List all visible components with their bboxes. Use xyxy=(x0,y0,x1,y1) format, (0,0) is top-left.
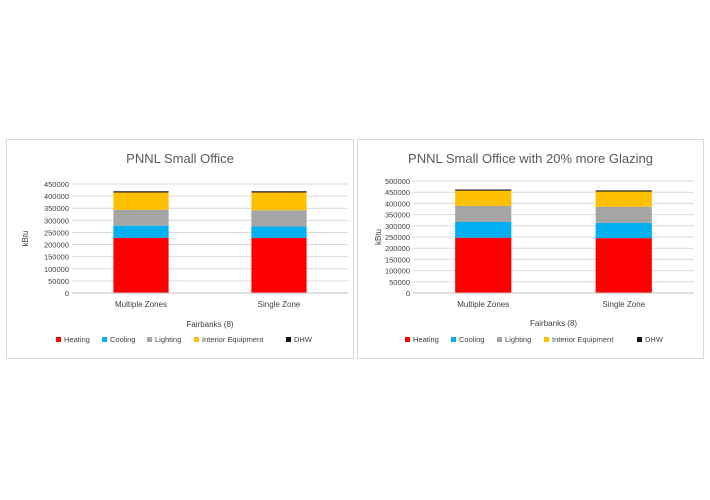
x-category-label: Multiple Zones xyxy=(115,300,167,309)
x-category-label: Multiple Zones xyxy=(457,300,509,309)
y-tick-label: 500000 xyxy=(385,177,410,186)
y-tick-label: 150000 xyxy=(44,253,69,262)
legend-label: Heating xyxy=(413,335,439,344)
legend-label: Cooling xyxy=(110,335,135,344)
chart-panel-small-office-more-glazing: PNNL Small Office with 20% more Glazing 0… xyxy=(357,139,704,359)
legend-label: Interior Equipment xyxy=(552,335,614,344)
y-tick-label: 150000 xyxy=(385,255,410,264)
legend-swatch xyxy=(56,337,61,342)
legend-swatch xyxy=(637,337,642,342)
y-tick-label: 350000 xyxy=(44,204,69,213)
legend-label: Lighting xyxy=(155,335,181,344)
y-tick-label: 250000 xyxy=(385,233,410,242)
bar-segment-cooling xyxy=(113,225,169,238)
legend-label: Interior Equipment xyxy=(202,335,264,344)
y-tick-label: 350000 xyxy=(385,211,410,220)
legend-swatch xyxy=(194,337,199,342)
legend-label: Cooling xyxy=(459,335,484,344)
bar-segment-lighting xyxy=(455,205,512,222)
legend-swatch xyxy=(405,337,410,342)
y-tick-label: 400000 xyxy=(385,199,410,208)
y-tick-label: 50000 xyxy=(389,278,410,287)
chart-title: PNNL Small Office with 20% more Glazing xyxy=(408,151,653,166)
bar-segment-dhw xyxy=(251,191,307,193)
legend-label: Heating xyxy=(64,335,90,344)
bar-segment-cooling xyxy=(595,222,652,239)
bar-segment-cooling xyxy=(455,221,512,238)
legend-swatch xyxy=(102,337,107,342)
x-category-label: Single Zone xyxy=(602,300,645,309)
bar-segment-cooling xyxy=(251,226,307,238)
bar-segment-heating xyxy=(113,237,169,293)
legend-label: DHW xyxy=(645,335,664,344)
legend-label: Lighting xyxy=(505,335,531,344)
bar-segment-interior-equipment xyxy=(595,191,652,207)
y-tick-label: 0 xyxy=(406,289,410,298)
y-tick-label: 300000 xyxy=(44,216,69,225)
y-axis-label: kBtu xyxy=(21,230,30,246)
legend-swatch xyxy=(451,337,456,342)
y-tick-label: 450000 xyxy=(44,180,69,189)
bar-segment-interior-equipment xyxy=(251,192,307,211)
y-tick-label: 100000 xyxy=(385,267,410,276)
bar-segment-dhw xyxy=(595,190,652,192)
bar-segment-dhw xyxy=(455,189,512,191)
bar-segment-heating xyxy=(595,238,652,293)
y-tick-label: 450000 xyxy=(385,188,410,197)
bar-segment-interior-equipment xyxy=(113,192,169,210)
legend-swatch xyxy=(544,337,549,342)
y-tick-label: 50000 xyxy=(48,277,69,286)
y-axis-label: kBtu xyxy=(374,229,383,245)
y-tick-label: 0 xyxy=(65,289,69,298)
y-tick-label: 250000 xyxy=(44,228,69,237)
legend-swatch xyxy=(286,337,291,342)
bar-segment-interior-equipment xyxy=(455,190,512,206)
y-tick-label: 100000 xyxy=(44,265,69,274)
legend-swatch xyxy=(497,337,502,342)
bar-segment-lighting xyxy=(251,210,307,227)
legend-label: DHW xyxy=(294,335,313,344)
x-axis-label: Fairbanks (8) xyxy=(530,319,577,328)
bar-segment-heating xyxy=(455,237,512,293)
x-category-label: Single Zone xyxy=(258,300,301,309)
bar-segment-lighting xyxy=(113,209,169,226)
x-axis-label: Fairbanks (8) xyxy=(186,320,233,329)
chart-title: PNNL Small Office xyxy=(126,151,234,166)
y-tick-label: 200000 xyxy=(385,244,410,253)
y-tick-label: 200000 xyxy=(44,241,69,250)
chart-panel-small-office: PNNL Small Office 0 50000 100000 150000 20000… xyxy=(6,139,354,359)
y-tick-label: 400000 xyxy=(44,192,69,201)
legend-swatch xyxy=(147,337,152,342)
bar-segment-lighting xyxy=(595,206,652,223)
bar-segment-dhw xyxy=(113,191,169,193)
y-tick-label: 300000 xyxy=(385,222,410,231)
bar-segment-heating xyxy=(251,237,307,293)
